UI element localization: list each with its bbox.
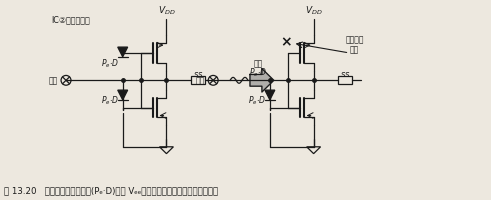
Text: $P_e{\cdot}D$: $P_e{\cdot}D$ [101, 57, 119, 70]
Text: 输入: 输入 [196, 76, 205, 85]
Text: IC②的输出部分: IC②的输出部分 [51, 16, 90, 25]
Text: $V_{DD}$: $V_{DD}$ [158, 4, 175, 17]
Text: 没有电流: 没有电流 [345, 36, 364, 45]
Polygon shape [265, 91, 275, 100]
Text: 通道: 通道 [350, 45, 359, 54]
Text: $\mathit{ss}$: $\mathit{ss}$ [340, 70, 351, 79]
Text: $P_e{\cdot}D$: $P_e{\cdot}D$ [101, 94, 119, 107]
Text: 输入: 输入 [49, 76, 58, 85]
Bar [338, 77, 353, 85]
Bar [191, 77, 205, 85]
Text: $P_e{\cdot}D$: $P_e{\cdot}D$ [249, 66, 267, 78]
Text: 图 13.20   去掉输入正端二极管(Pₑ·D)，在 Vₑₑ以上的输入电压下没有过电流流过: 图 13.20 去掉输入正端二极管(Pₑ·D)，在 Vₑₑ以上的输入电压下没有过… [4, 185, 218, 194]
Polygon shape [250, 69, 274, 93]
Text: $V_{DD}$: $V_{DD}$ [305, 4, 323, 17]
Text: $\mathit{ss}$: $\mathit{ss}$ [193, 70, 204, 79]
Text: ×: × [280, 35, 292, 49]
Polygon shape [118, 91, 128, 100]
Text: $P_e{\cdot}D$: $P_e{\cdot}D$ [248, 94, 266, 107]
Polygon shape [118, 48, 128, 58]
Text: 去掉: 去掉 [253, 59, 263, 68]
